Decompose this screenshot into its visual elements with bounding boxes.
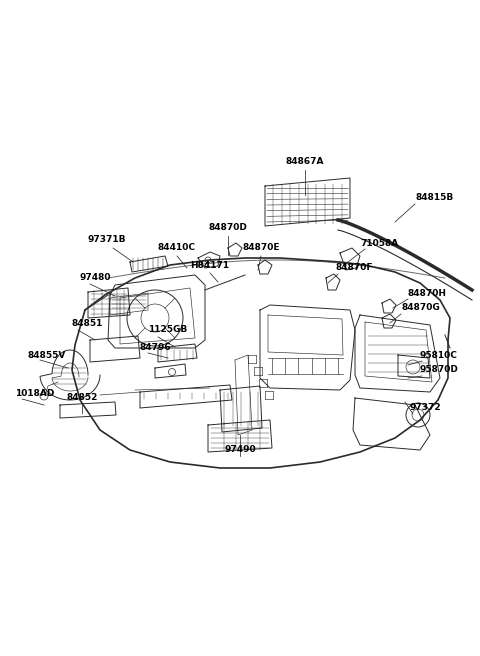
Text: 1018AD: 1018AD bbox=[15, 388, 54, 398]
Text: 97372: 97372 bbox=[410, 403, 442, 413]
Text: 97480: 97480 bbox=[80, 274, 111, 283]
Text: 84867A: 84867A bbox=[286, 157, 324, 167]
Text: 71058A: 71058A bbox=[360, 239, 398, 247]
Text: 84796: 84796 bbox=[140, 344, 172, 352]
Text: 1125GB: 1125GB bbox=[148, 325, 187, 335]
Text: 84410C: 84410C bbox=[158, 243, 196, 253]
Text: H84171: H84171 bbox=[191, 260, 229, 270]
Text: 84855V: 84855V bbox=[27, 350, 65, 359]
Text: 84870E: 84870E bbox=[242, 243, 280, 253]
Text: 84870D: 84870D bbox=[209, 224, 247, 232]
Text: 97490: 97490 bbox=[224, 445, 256, 455]
Text: 84870G: 84870G bbox=[401, 304, 440, 312]
Text: 95810C: 95810C bbox=[420, 350, 458, 359]
Text: 84870F: 84870F bbox=[335, 264, 372, 272]
Text: 97371B: 97371B bbox=[88, 236, 126, 245]
Text: 84851: 84851 bbox=[72, 319, 103, 327]
Text: 84815B: 84815B bbox=[415, 194, 453, 203]
Text: 84870H: 84870H bbox=[408, 289, 447, 298]
Text: 95870D: 95870D bbox=[420, 365, 459, 375]
Text: 84852: 84852 bbox=[66, 394, 98, 403]
